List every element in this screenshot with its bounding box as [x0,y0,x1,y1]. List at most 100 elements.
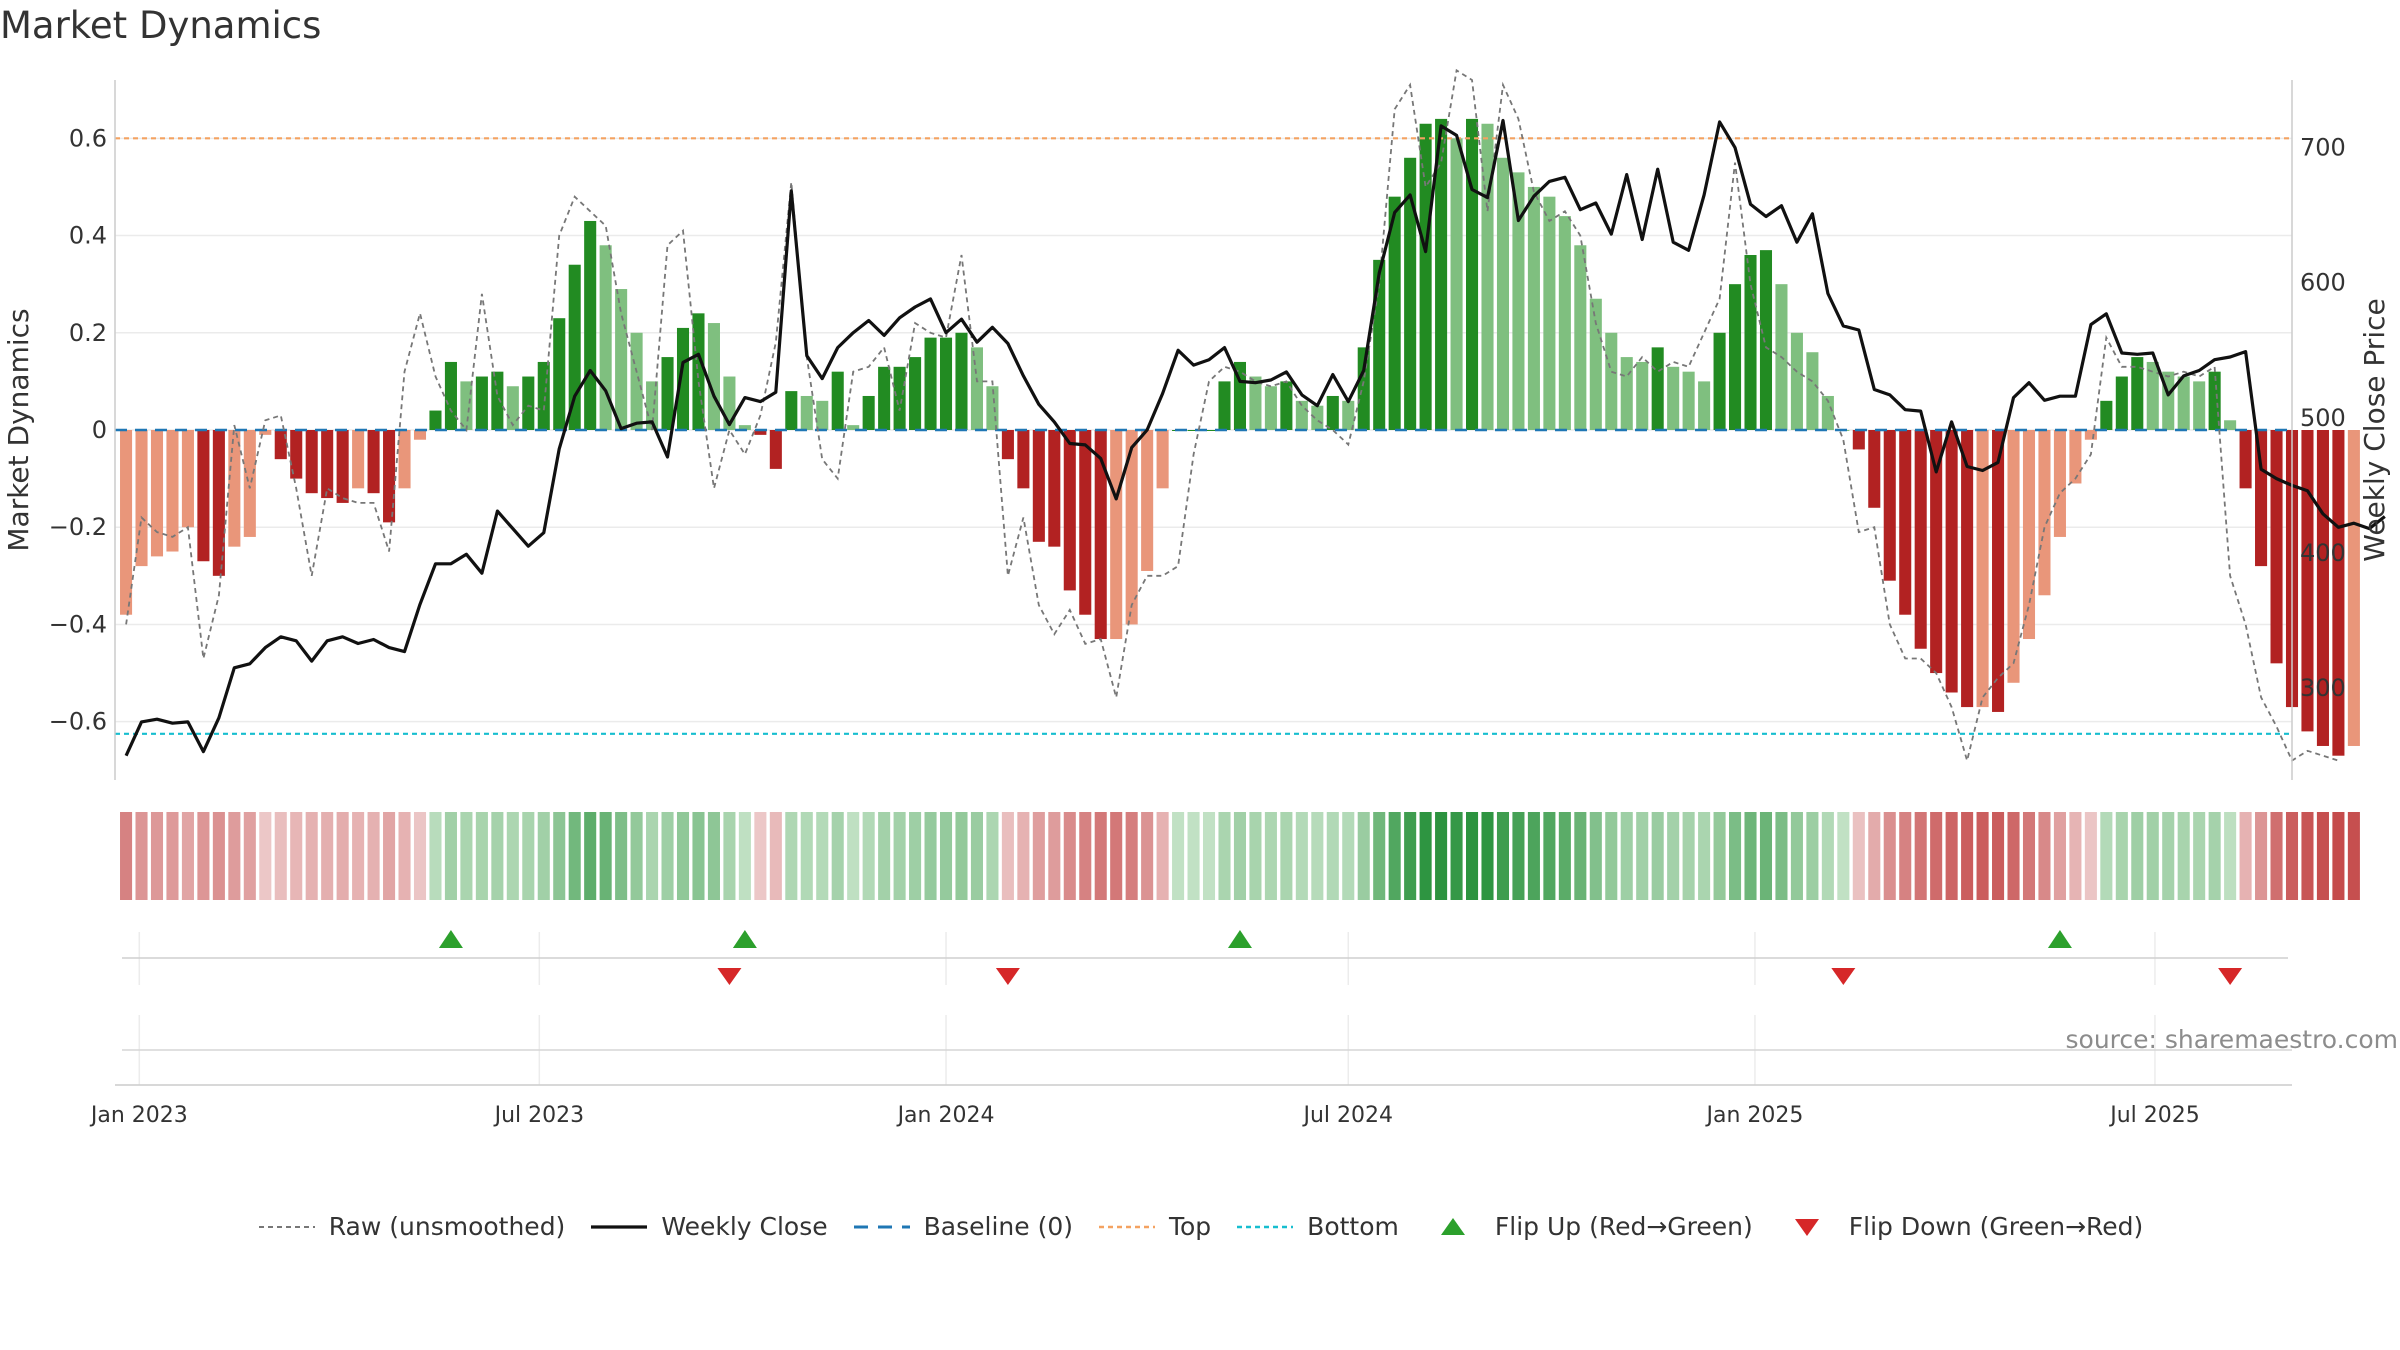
heat-cell [398,812,411,900]
bar [1450,138,1463,431]
bar [2022,430,2036,640]
flip-up-legend-marker [1440,1217,1465,1235]
heat-cell [661,812,674,900]
baseline-legend-swatch [853,1225,910,1228]
bar [1543,196,1556,430]
bar [2255,430,2268,567]
legend-item-top: Top [1097,1212,1211,1241]
heat-cell [1883,812,1896,900]
heat-cell [2285,812,2299,900]
heat-cell [831,812,844,900]
bar [429,410,442,430]
legend-label: Weekly Close [661,1212,828,1241]
bar [754,430,767,435]
heat-cell [1837,812,1850,900]
bar [150,430,164,557]
y-tick-label-left: 0.4 [69,222,107,250]
bar [2053,430,2066,537]
bar [1496,157,1510,430]
x-tick-label: Jan 2023 [89,1103,188,1128]
x-tick-label: Jan 2025 [1704,1103,1803,1128]
bar [1992,430,2005,712]
heat-cell [1651,812,1664,900]
bar [707,323,720,430]
heat-cell [166,812,179,900]
heat-cell [1404,812,1417,900]
bar [1017,430,1030,489]
heat-cell [1295,812,1308,900]
heat-cell [955,812,968,900]
bar [831,371,844,430]
heat-cell [1311,812,1324,900]
bar [1883,430,1896,581]
heat-cell [1001,812,1014,900]
heat-cell [1605,812,1618,900]
heat-cell [1048,812,1061,900]
legend-item-bottom: Bottom [1235,1212,1399,1241]
bar [1481,123,1494,430]
heat-cell [2131,812,2144,900]
heat-cell [2084,812,2097,900]
heat-cell [1465,812,1479,900]
heat-cell [1435,812,1448,900]
bar [2177,376,2190,430]
bar [909,357,922,430]
heat-cell [305,812,318,900]
heat-cell [444,812,457,900]
bar [862,395,875,430]
heat-cell [321,812,334,900]
bar [955,332,968,430]
heat-cell [893,812,906,900]
heat-cell [2347,812,2360,900]
axes-layer: −0.6 −0.4 −0.2 0 0.2 0.4 0.6 300 400 500 600 700 [49,80,2346,780]
heat-cell [1264,812,1277,900]
bar [1667,366,1680,430]
heat-cell [259,812,272,900]
y-tick-label-left: −0.4 [49,610,107,638]
weekly-close-line [124,118,2386,757]
bar [1636,361,1649,430]
bar [1079,430,1092,615]
heat-cell [754,812,767,900]
bar [2224,420,2237,430]
y-tick-label-right: 600 [2300,269,2346,297]
heat-cell [1187,812,1200,900]
bar [243,430,256,537]
heat-cell [1914,812,1927,900]
bar [460,381,473,430]
heat-cell [1713,812,1726,900]
heat-cell [2146,812,2159,900]
heat-cell [1945,812,1958,900]
heat-cell [1636,812,1649,900]
bar [800,395,813,430]
x-tick-label: Jul 2025 [2108,1103,2200,1128]
heat-cell [1527,812,1540,900]
y-tick-label-left: 0 [92,416,107,444]
heat-cell [2038,812,2051,900]
heat-cell [1620,812,1633,900]
heat-cell [1280,812,1293,900]
heat-cell [630,812,643,900]
x-tick-label: Jul 2024 [1301,1103,1393,1128]
heat-cell [707,812,720,900]
legend-label: Baseline (0) [923,1212,1073,1241]
bar [398,430,411,489]
heat-cell [1543,812,1556,900]
heat-cell [1342,812,1355,900]
bar [228,430,241,547]
bar [1233,361,1247,430]
heat-cell [2332,812,2345,900]
heat-cell [274,812,287,900]
bar [738,425,751,430]
heat-cell [1218,812,1231,900]
bar [1032,430,1045,542]
bar [630,332,643,430]
heat-cell [181,812,194,900]
reference-lines [115,137,2292,735]
bar [970,347,983,430]
bar [1574,245,1587,430]
heat-cell [970,812,983,900]
bar [1698,381,1711,430]
heat-cell [1125,812,1138,900]
flip-up-marker [438,930,463,948]
